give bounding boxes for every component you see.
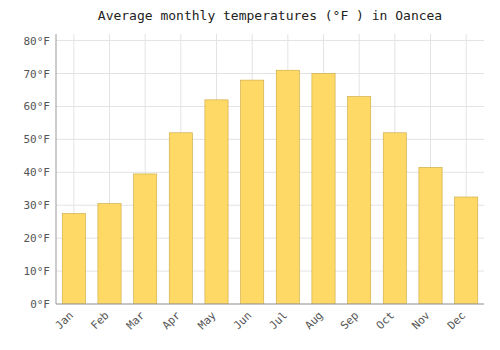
bar	[455, 197, 478, 304]
bar	[383, 133, 406, 304]
bar	[348, 97, 371, 304]
x-tick-label: Jan	[53, 309, 76, 332]
x-tick-label: Nov	[409, 309, 433, 333]
y-tick-label: 60°F	[24, 100, 51, 113]
bar	[98, 204, 121, 304]
x-tick-label: Jul	[267, 309, 290, 332]
y-grid-line	[56, 304, 484, 305]
y-tick-label: 70°F	[24, 68, 51, 81]
bar	[134, 174, 157, 304]
chart-container: Average monthly temperatures (°F ) in Oa…	[0, 0, 500, 350]
y-tick-label: 80°F	[24, 35, 51, 48]
x-tick-label: Dec	[445, 309, 468, 332]
y-tick-label: 0°F	[30, 298, 50, 311]
bar	[419, 167, 442, 304]
y-tick-label: 10°F	[24, 265, 51, 278]
x-tick-label: Jun	[231, 309, 254, 332]
x-tick-label: Apr	[160, 309, 184, 333]
title: Average monthly temperatures (°F ) in Oa…	[98, 8, 442, 23]
bar	[62, 213, 85, 304]
x-tick-label: Sep	[338, 309, 361, 332]
x-tick-label: Aug	[302, 309, 325, 332]
y-grid-line	[56, 40, 484, 41]
x-axis-line	[56, 304, 484, 305]
chart-svg: Average monthly temperatures (°F ) in Oa…	[0, 0, 500, 350]
grid	[56, 34, 484, 304]
x-tick-label: May	[195, 309, 219, 333]
x-tick-label: Oct	[374, 309, 397, 332]
y-grid-line	[56, 73, 484, 74]
bars	[62, 70, 478, 304]
bar	[312, 74, 335, 304]
y-grid-line	[56, 139, 484, 140]
bar	[276, 70, 299, 304]
y-tick-label: 40°F	[24, 166, 51, 179]
x-tick-label: Feb	[88, 309, 111, 332]
y-axis-line	[56, 34, 57, 304]
y-grid-line	[56, 106, 484, 107]
bar	[205, 100, 228, 304]
y-tick-label: 50°F	[24, 133, 51, 146]
bar	[241, 80, 264, 304]
bar	[169, 133, 192, 304]
y-tick-label: 20°F	[24, 232, 51, 245]
x-tick-label: Mar	[124, 309, 148, 333]
y-tick-label: 30°F	[24, 199, 51, 212]
